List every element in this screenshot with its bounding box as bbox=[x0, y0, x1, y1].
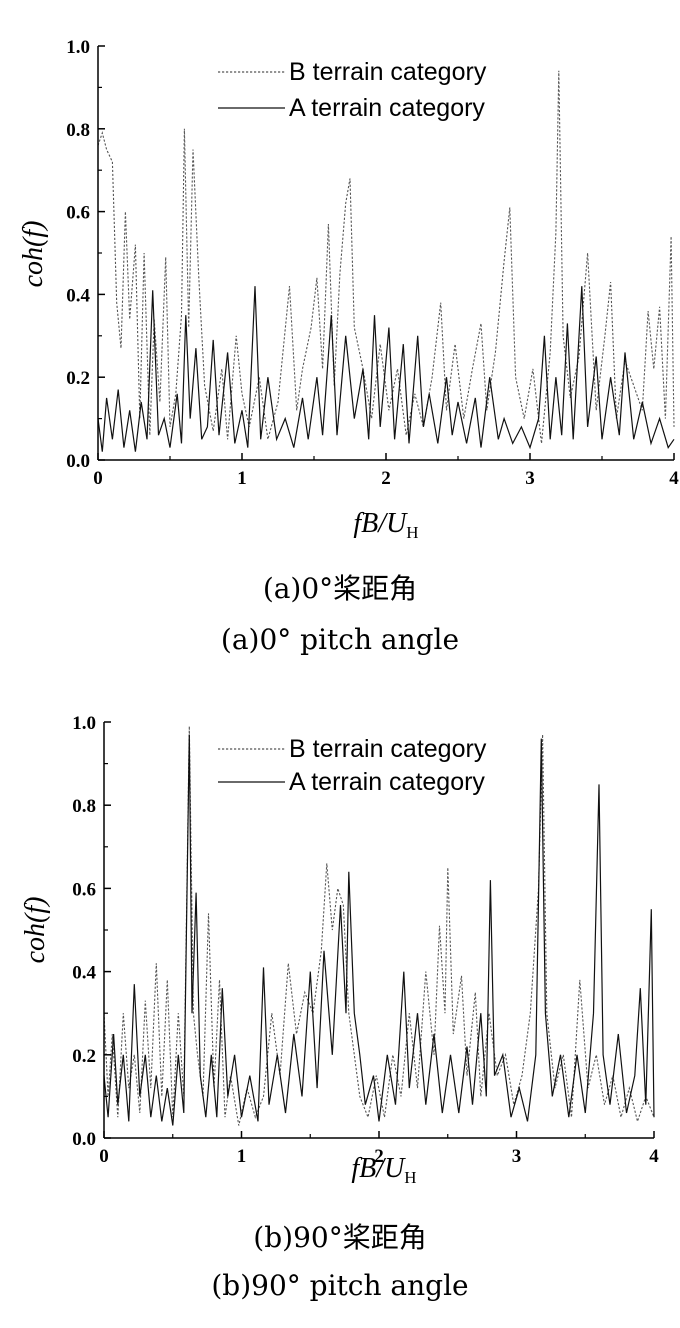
chart-a-x-tick-label: 0 bbox=[93, 468, 103, 489]
chart-b-series-b-terrain-line bbox=[103, 726, 655, 1126]
chart-a-x-tick-label: 3 bbox=[525, 468, 535, 489]
figure-b: 0.0 0.2 0.4 0.6 0.8 1.0 0 1 2 3 4 B terrain catego… bbox=[0, 672, 680, 1328]
chart-a-legend: B terrain category A terrain category bbox=[218, 58, 487, 122]
chart-b-y-tick-label: 0.4 bbox=[72, 963, 96, 984]
chart-a-y-axis-title: coh(f) bbox=[18, 221, 49, 288]
chart-a-x-tick-label: 2 bbox=[381, 468, 391, 489]
chart-b-x-tick-label: 0 bbox=[99, 1146, 109, 1167]
chart-a-y-tick-label: 0.8 bbox=[66, 120, 90, 141]
chart-a-x-tick-label: 1 bbox=[237, 468, 247, 489]
caption-a-chinese: (a)0°桨距角 bbox=[262, 572, 418, 605]
chart-b-y-tick-label: 0.2 bbox=[72, 1046, 96, 1067]
chart-b-series-a-terrain-line bbox=[103, 734, 655, 1126]
chart-b-y-axis-title: coh(f) bbox=[20, 897, 51, 964]
chart-b-y-tick-label: 0.6 bbox=[72, 879, 96, 900]
chart-a-y-tick-label: 1.0 bbox=[66, 37, 90, 58]
chart-b: 0.0 0.2 0.4 0.6 0.8 1.0 0 1 2 3 4 B terrain catego… bbox=[20, 713, 659, 1187]
chart-a-y-tick-label: 0.2 bbox=[66, 368, 90, 389]
chart-a-axes: 0.0 0.2 0.4 0.6 0.8 1.0 0 1 2 3 4 bbox=[66, 37, 679, 489]
chart-a-series-group bbox=[97, 70, 675, 452]
chart-a-series-a-terrain-line bbox=[97, 286, 675, 452]
chart-a-y-tick-label: 0.6 bbox=[66, 203, 90, 224]
chart-b-x-tick-label: 2 bbox=[374, 1146, 384, 1167]
chart-b-y-tick-label: 0.0 bbox=[72, 1129, 96, 1150]
caption-b-chinese: (b)90°桨距角 bbox=[253, 1221, 427, 1254]
caption-b-english: (b)90° pitch angle bbox=[211, 1269, 469, 1302]
chart-b-x-tick-label: 1 bbox=[237, 1146, 247, 1167]
chart-b-series-group bbox=[103, 726, 655, 1126]
chart-b-x-tick-label: 4 bbox=[649, 1146, 659, 1167]
chart-b-legend-label-a: A terrain category bbox=[289, 768, 485, 796]
figure-a: 0.0 0.2 0.4 0.6 0.8 1.0 0 1 2 3 4 B terrain catego… bbox=[0, 0, 680, 660]
chart-a-x-axis-title: fB/UH bbox=[353, 508, 418, 542]
chart-b-y-tick-label: 0.8 bbox=[72, 796, 96, 817]
chart-a-x-tick-label: 4 bbox=[669, 468, 679, 489]
chart-b-legend: B terrain category A terrain category bbox=[218, 735, 487, 796]
chart-a-legend-label-a: A terrain category bbox=[289, 94, 485, 122]
chart-a-y-tick-label: 0.0 bbox=[66, 451, 90, 472]
chart-a-series-b-terrain-line bbox=[97, 70, 675, 444]
chart-a-legend-label-b: B terrain category bbox=[289, 58, 487, 86]
chart-b-x-axis-title: fB/UH bbox=[351, 1153, 416, 1187]
caption-a-english: (a)0° pitch angle bbox=[220, 623, 460, 656]
chart-b-x-tick-label: 3 bbox=[512, 1146, 522, 1167]
chart-a-y-tick-label: 0.4 bbox=[66, 285, 90, 306]
chart-b-y-tick-label: 1.0 bbox=[72, 713, 96, 734]
chart-b-legend-label-b: B terrain category bbox=[289, 735, 487, 763]
chart-a: 0.0 0.2 0.4 0.6 0.8 1.0 0 1 2 3 4 B terrain catego… bbox=[18, 37, 679, 542]
chart-b-axes: 0.0 0.2 0.4 0.6 0.8 1.0 0 1 2 3 4 bbox=[72, 713, 659, 1167]
